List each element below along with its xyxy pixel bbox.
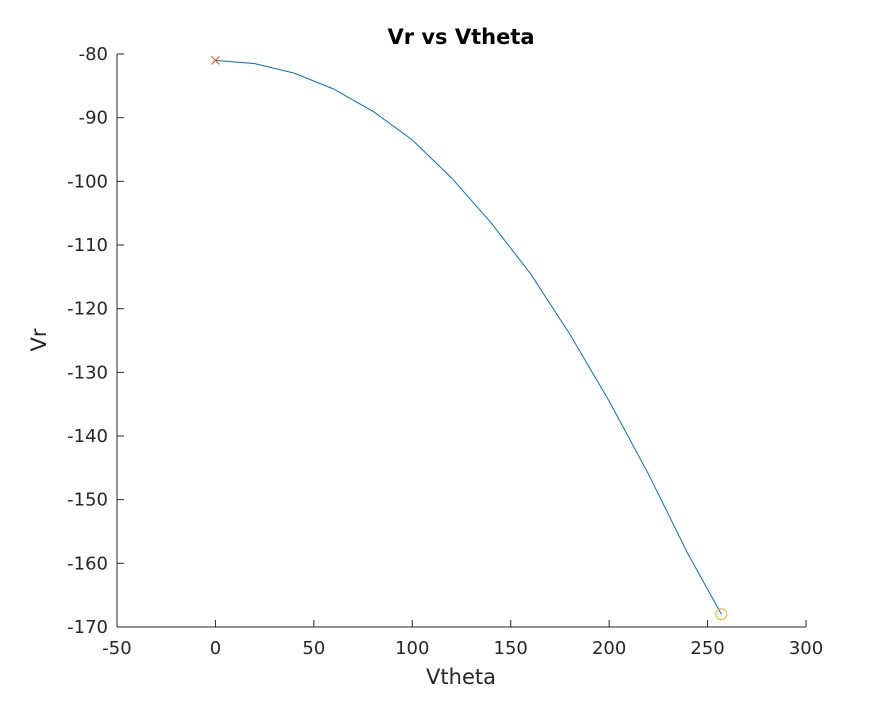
x-axis-label: Vtheta [426,665,496,689]
x-tick-label: 100 [395,638,429,659]
axes: -50 0 50 100 150 200 250 300 -80 -90 -100 -110 -120 -… [67,44,823,659]
y-axis-label: Vr [27,328,51,351]
y-tick-label: -130 [67,362,108,383]
x-tick-label: 0 [210,638,221,659]
series-line [215,59,722,615]
chart-title: Vr vs Vtheta [387,25,534,49]
x-tick-label: -50 [102,638,131,659]
y-tick-label: -150 [67,490,108,511]
x-tick-label: 300 [789,638,823,659]
end-marker [715,608,728,621]
y-tick-label: -80 [79,44,108,65]
y-tick-label: -110 [67,235,108,256]
y-tick-label: -90 [79,108,108,129]
y-tick-label: -100 [67,171,108,192]
y-tick-label: -140 [67,426,108,447]
x-tick-label: 150 [494,638,528,659]
x-tick-label: 200 [592,638,626,659]
start-marker [211,56,220,65]
plot-area [211,56,728,621]
y-tick-label: -160 [67,553,108,574]
x-tick-label: 250 [690,638,724,659]
y-tick-label: -120 [67,299,108,320]
y-tick-label: -170 [67,617,108,638]
start-marker-stroke [211,56,220,65]
x-tick-label: 50 [302,638,325,659]
